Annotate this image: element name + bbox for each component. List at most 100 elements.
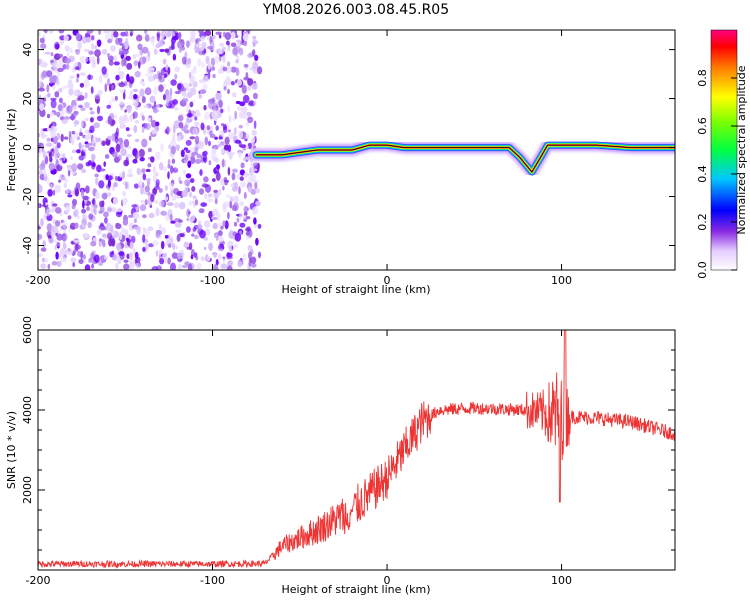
noise-blob: [206, 255, 211, 262]
noise-blob: [205, 55, 210, 65]
noise-blob: [176, 191, 183, 196]
noise-blob: [164, 196, 169, 201]
noise-blob: [126, 173, 134, 178]
noise-blob: [124, 228, 129, 237]
noise-blob: [67, 215, 72, 220]
noise-blob: [199, 229, 206, 239]
noise-blob: [143, 105, 149, 109]
noise-blob: [90, 241, 97, 247]
noise-blob: [103, 211, 109, 218]
noise-blob: [191, 233, 195, 237]
noise-blob: [230, 42, 237, 48]
noise-blob: [113, 31, 119, 38]
noise-blob: [67, 194, 73, 198]
noise-blob: [152, 165, 156, 175]
noise-blob: [221, 158, 225, 168]
noise-blob: [75, 215, 81, 220]
noise-blob: [133, 226, 140, 230]
noise-blob: [245, 231, 251, 236]
noise-blob: [81, 168, 87, 174]
noise-blob: [122, 91, 126, 100]
noise-blob: [194, 135, 200, 145]
noise-blob: [214, 233, 219, 239]
noise-blob: [216, 223, 224, 227]
noise-blob: [189, 76, 194, 84]
noise-blob: [82, 254, 86, 260]
noise-blob: [74, 90, 81, 96]
noise-blob: [189, 101, 194, 108]
noise-blob: [115, 37, 121, 46]
noise-blob: [200, 256, 205, 262]
noise-blob: [79, 132, 83, 137]
noise-blob: [226, 252, 233, 258]
noise-blob: [214, 56, 220, 64]
noise-blob: [125, 127, 130, 132]
noise-blob: [208, 140, 211, 147]
noise-blob: [74, 66, 80, 70]
noise-blob: [78, 258, 84, 265]
noise-blob: [123, 57, 127, 67]
noise-blob: [191, 152, 195, 158]
noise-blob: [172, 32, 176, 37]
noise-blob: [197, 58, 202, 67]
noise-blob: [194, 121, 200, 127]
noise-blob: [153, 86, 158, 96]
noise-blob: [242, 253, 247, 261]
noise-blob: [167, 171, 170, 180]
noise-blob: [173, 106, 179, 111]
noise-blob: [119, 172, 123, 178]
noise-blob: [162, 252, 168, 261]
noise-blob: [131, 204, 138, 208]
noise-blob: [81, 214, 88, 220]
noise-blob: [47, 189, 53, 197]
noise-blob: [142, 56, 147, 64]
noise-blob: [111, 151, 118, 158]
noise-blob: [190, 87, 197, 96]
noise-blob: [84, 141, 89, 145]
noise-blob: [183, 147, 189, 151]
noise-blob: [171, 36, 177, 40]
noise-blob: [121, 58, 125, 67]
noise-blob: [168, 45, 175, 51]
noise-blob: [160, 240, 165, 250]
noise-blob: [167, 158, 171, 168]
noise-blob: [224, 136, 230, 145]
noise-blob: [90, 42, 95, 51]
noise-blob: [204, 193, 208, 200]
noise-blob: [82, 232, 89, 239]
x-tick-label: 0: [384, 574, 391, 587]
noise-blob: [63, 136, 69, 140]
noise-blob: [151, 119, 157, 128]
noise-blob: [212, 178, 216, 182]
noise-blob: [103, 161, 106, 168]
noise-blob: [164, 258, 168, 264]
noise-blob: [99, 238, 103, 242]
chart-title: YM08.2026.003.08.45.R05: [262, 2, 449, 18]
noise-blob: [54, 146, 59, 155]
noise-blob: [96, 55, 100, 65]
spectrogram-plot-area: [38, 30, 675, 270]
noise-blob: [145, 168, 151, 173]
noise-blob: [114, 175, 118, 182]
noise-blob: [50, 52, 54, 57]
noise-blob: [101, 140, 106, 147]
noise-blob: [227, 61, 230, 68]
noise-blob: [155, 250, 159, 257]
noise-blob: [233, 202, 239, 212]
noise-blob: [234, 139, 241, 144]
noise-blob: [203, 220, 211, 228]
y-tick-label: 0: [21, 144, 34, 151]
noise-blob: [245, 145, 249, 150]
noise-blob: [52, 135, 58, 145]
snr-x-label: Height of straight line (km): [281, 583, 430, 596]
noise-blob: [134, 138, 140, 143]
noise-blob: [186, 208, 191, 218]
noise-blob: [130, 235, 136, 244]
noise-blob: [155, 172, 159, 177]
noise-blob: [250, 137, 255, 143]
noise-blob: [171, 252, 179, 259]
noise-blob: [234, 110, 238, 120]
noise-blob: [177, 135, 181, 142]
noise-blob: [127, 107, 132, 114]
noise-blob: [170, 189, 174, 197]
